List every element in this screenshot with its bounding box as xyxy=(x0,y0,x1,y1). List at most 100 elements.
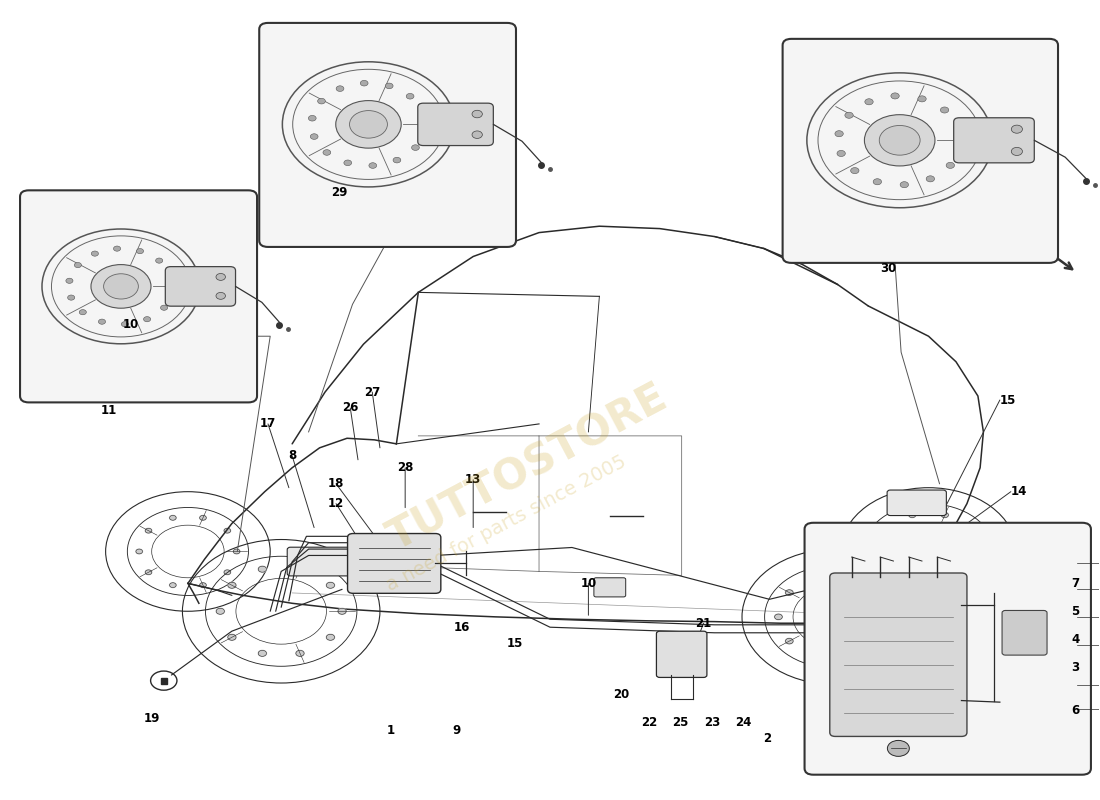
Text: 18: 18 xyxy=(328,478,344,490)
Circle shape xyxy=(258,650,266,656)
Text: 15: 15 xyxy=(1000,394,1016,406)
Text: 10: 10 xyxy=(581,577,596,590)
Text: 22: 22 xyxy=(640,716,657,730)
Circle shape xyxy=(75,262,81,268)
Circle shape xyxy=(421,128,429,134)
Circle shape xyxy=(878,638,886,644)
Circle shape xyxy=(361,80,368,86)
Circle shape xyxy=(169,290,176,294)
Circle shape xyxy=(942,586,948,590)
FancyBboxPatch shape xyxy=(418,103,493,146)
Circle shape xyxy=(406,94,414,99)
Text: 30: 30 xyxy=(880,262,896,275)
Text: 19: 19 xyxy=(143,712,160,726)
Circle shape xyxy=(296,566,304,572)
Text: 3: 3 xyxy=(1071,661,1079,674)
Circle shape xyxy=(91,251,98,256)
Text: 20: 20 xyxy=(613,689,629,702)
Circle shape xyxy=(224,570,231,574)
Circle shape xyxy=(888,741,910,756)
Text: 5: 5 xyxy=(1071,605,1079,618)
FancyBboxPatch shape xyxy=(287,547,354,576)
Circle shape xyxy=(67,295,75,300)
Circle shape xyxy=(1011,147,1022,155)
Circle shape xyxy=(889,614,896,620)
Circle shape xyxy=(385,83,393,89)
Circle shape xyxy=(368,162,376,168)
Circle shape xyxy=(909,586,916,590)
Circle shape xyxy=(850,167,859,174)
Circle shape xyxy=(103,274,139,299)
Circle shape xyxy=(956,144,965,150)
Circle shape xyxy=(338,608,346,614)
FancyBboxPatch shape xyxy=(348,534,441,594)
Circle shape xyxy=(200,582,207,587)
Text: 11: 11 xyxy=(101,404,117,417)
Circle shape xyxy=(837,150,845,157)
Circle shape xyxy=(472,110,483,118)
Circle shape xyxy=(814,574,822,580)
FancyBboxPatch shape xyxy=(782,39,1058,263)
Text: 4: 4 xyxy=(1071,633,1079,646)
Circle shape xyxy=(155,258,163,263)
Text: a need for parts since 2005: a need for parts since 2005 xyxy=(383,452,629,595)
FancyBboxPatch shape xyxy=(20,190,257,402)
Circle shape xyxy=(350,110,387,138)
Circle shape xyxy=(954,124,962,130)
FancyBboxPatch shape xyxy=(954,118,1034,163)
Circle shape xyxy=(258,566,266,572)
Circle shape xyxy=(917,96,926,102)
Text: 29: 29 xyxy=(331,186,348,199)
Text: 9: 9 xyxy=(452,724,461,738)
Circle shape xyxy=(968,571,975,577)
Circle shape xyxy=(411,145,419,150)
Circle shape xyxy=(882,526,890,531)
Text: 7: 7 xyxy=(1071,577,1079,590)
Circle shape xyxy=(228,582,236,588)
Circle shape xyxy=(200,515,207,520)
Circle shape xyxy=(216,293,225,299)
Circle shape xyxy=(323,150,331,155)
Circle shape xyxy=(66,278,73,283)
Circle shape xyxy=(878,590,886,595)
Text: 23: 23 xyxy=(704,716,720,730)
Circle shape xyxy=(835,130,844,137)
Circle shape xyxy=(882,571,890,577)
Circle shape xyxy=(296,650,304,656)
FancyBboxPatch shape xyxy=(1002,610,1047,655)
Text: 26: 26 xyxy=(342,402,359,414)
Circle shape xyxy=(145,528,152,533)
Circle shape xyxy=(337,86,344,91)
Circle shape xyxy=(942,513,948,518)
Circle shape xyxy=(161,305,167,310)
Circle shape xyxy=(865,98,873,105)
Circle shape xyxy=(327,634,334,640)
Circle shape xyxy=(136,249,144,254)
Text: 13: 13 xyxy=(465,474,482,486)
Text: 8: 8 xyxy=(288,450,296,462)
FancyBboxPatch shape xyxy=(165,266,235,306)
Circle shape xyxy=(814,654,822,659)
Circle shape xyxy=(143,317,151,322)
Circle shape xyxy=(785,590,793,595)
Circle shape xyxy=(849,654,857,659)
Text: 10: 10 xyxy=(123,318,139,330)
Circle shape xyxy=(233,549,240,554)
Circle shape xyxy=(879,126,920,155)
Circle shape xyxy=(136,549,143,554)
Text: 6: 6 xyxy=(1071,705,1079,718)
Circle shape xyxy=(344,160,352,166)
Circle shape xyxy=(79,310,86,314)
Text: 12: 12 xyxy=(328,497,344,510)
Circle shape xyxy=(91,265,151,308)
Text: 16: 16 xyxy=(454,621,471,634)
Circle shape xyxy=(873,178,881,185)
Circle shape xyxy=(849,574,857,580)
Circle shape xyxy=(1011,125,1022,134)
Circle shape xyxy=(169,515,176,520)
Text: 27: 27 xyxy=(364,386,381,398)
Circle shape xyxy=(865,114,935,166)
FancyBboxPatch shape xyxy=(887,490,946,515)
Text: 14: 14 xyxy=(1011,485,1027,498)
Circle shape xyxy=(308,115,316,121)
